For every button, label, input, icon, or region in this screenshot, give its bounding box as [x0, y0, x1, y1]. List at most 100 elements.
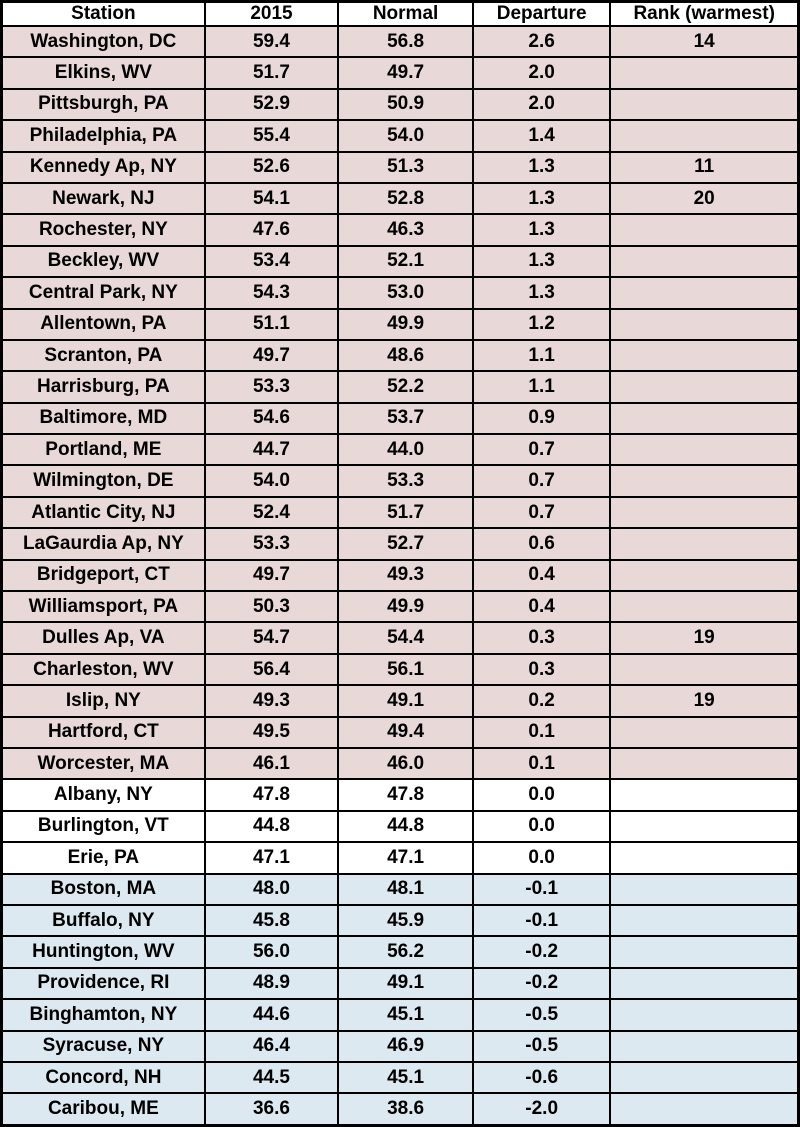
cell-departure: 0.0	[471, 778, 612, 812]
cell-rank	[609, 401, 800, 436]
cell-temp_2015: 48.0	[203, 872, 340, 906]
cell-departure: 1.3	[471, 276, 612, 310]
cell-normal: 53.0	[337, 276, 474, 310]
header-normal: Normal	[337, 0, 474, 27]
cell-rank	[609, 213, 800, 247]
cell-rank	[609, 307, 800, 341]
cell-temp_2015: 49.7	[203, 338, 340, 373]
cell-station: Pittsburgh, PA	[0, 87, 206, 122]
table-row: Central Park, NY 54.3 53.0 1.3	[0, 276, 800, 310]
table-row: Philadelphia, PA 55.4 54.0 1.4	[0, 119, 800, 153]
cell-normal: 49.4	[337, 715, 474, 749]
table-row: Albany, NY 47.8 47.8 0.0	[0, 778, 800, 812]
cell-station: Burlington, VT	[0, 809, 206, 844]
header-rank: Rank (warmest)	[609, 0, 800, 27]
cell-normal: 49.9	[337, 307, 474, 341]
cell-departure: 1.1	[471, 370, 612, 404]
cell-station: Portland, ME	[0, 433, 206, 467]
table-row: Buffalo, NY 45.8 45.9 -0.1	[0, 903, 800, 938]
cell-station: Newark, NJ	[0, 181, 206, 216]
table-row: Worcester, MA 46.1 46.0 0.1	[0, 746, 800, 781]
cell-departure: 1.3	[471, 181, 612, 216]
cell-normal: 48.6	[337, 338, 474, 373]
cell-temp_2015: 44.6	[203, 998, 340, 1032]
cell-rank	[609, 935, 800, 969]
cell-station: Atlantic City, NJ	[0, 495, 206, 530]
table-row: Kennedy Ap, NY 52.6 51.3 1.3 11	[0, 150, 800, 184]
cell-temp_2015: 51.7	[203, 56, 340, 90]
cell-rank: 14	[609, 24, 800, 59]
cell-departure: -0.5	[471, 1029, 612, 1063]
cell-temp_2015: 54.1	[203, 181, 340, 216]
cell-rank	[609, 87, 800, 122]
cell-rank	[609, 119, 800, 153]
table-row: Pittsburgh, PA 52.9 50.9 2.0	[0, 87, 800, 122]
cell-rank	[609, 1092, 800, 1127]
table-row: Huntington, WV 56.0 56.2 -0.2	[0, 935, 800, 969]
cell-rank	[609, 464, 800, 498]
cell-rank	[609, 903, 800, 938]
table-row: Islip, NY 49.3 49.1 0.2 19	[0, 684, 800, 718]
cell-temp_2015: 47.6	[203, 213, 340, 247]
table-row: Elkins, WV 51.7 49.7 2.0	[0, 56, 800, 90]
cell-station: Washington, DC	[0, 24, 206, 59]
cell-station: Allentown, PA	[0, 307, 206, 341]
header-row: Station 2015 Normal Departure Rank (warm…	[0, 0, 800, 27]
table-row: Erie, PA 47.1 47.1 0.0	[0, 841, 800, 875]
cell-normal: 47.8	[337, 778, 474, 812]
cell-departure: 1.3	[471, 213, 612, 247]
cell-departure: 0.3	[471, 621, 612, 655]
table-row: Binghamton, NY 44.6 45.1 -0.5	[0, 998, 800, 1032]
cell-departure: -0.2	[471, 935, 612, 969]
cell-rank	[609, 872, 800, 906]
cell-normal: 44.8	[337, 809, 474, 844]
cell-station: Caribou, ME	[0, 1092, 206, 1127]
table-row: Harrisburg, PA 53.3 52.2 1.1	[0, 370, 800, 404]
cell-departure: 1.1	[471, 338, 612, 373]
cell-normal: 49.1	[337, 966, 474, 1001]
cell-temp_2015: 54.0	[203, 464, 340, 498]
cell-station: Concord, NH	[0, 1060, 206, 1095]
cell-rank	[609, 527, 800, 561]
cell-departure: -0.1	[471, 903, 612, 938]
cell-temp_2015: 56.0	[203, 935, 340, 969]
cell-station: Binghamton, NY	[0, 998, 206, 1032]
cell-normal: 53.3	[337, 464, 474, 498]
cell-station: Huntington, WV	[0, 935, 206, 969]
cell-station: Scranton, PA	[0, 338, 206, 373]
cell-temp_2015: 36.6	[203, 1092, 340, 1127]
cell-normal: 50.9	[337, 87, 474, 122]
cell-normal: 46.3	[337, 213, 474, 247]
cell-station: Kennedy Ap, NY	[0, 150, 206, 184]
cell-rank: 20	[609, 181, 800, 216]
cell-rank	[609, 652, 800, 687]
cell-rank	[609, 558, 800, 593]
cell-rank	[609, 370, 800, 404]
table-row: Syracuse, NY 46.4 46.9 -0.5	[0, 1029, 800, 1063]
cell-departure: 0.3	[471, 652, 612, 687]
cell-departure: -0.2	[471, 966, 612, 1001]
cell-normal: 45.1	[337, 998, 474, 1032]
cell-rank	[609, 809, 800, 844]
cell-temp_2015: 59.4	[203, 24, 340, 59]
cell-temp_2015: 44.7	[203, 433, 340, 467]
table-row: Newark, NJ 54.1 52.8 1.3 20	[0, 181, 800, 216]
table-row: Atlantic City, NJ 52.4 51.7 0.7	[0, 495, 800, 530]
cell-normal: 52.1	[337, 244, 474, 279]
cell-departure: 2.0	[471, 56, 612, 90]
cell-normal: 45.1	[337, 1060, 474, 1095]
cell-rank	[609, 244, 800, 279]
cell-normal: 48.1	[337, 872, 474, 906]
table-row: Allentown, PA 51.1 49.9 1.2	[0, 307, 800, 341]
cell-normal: 51.3	[337, 150, 474, 184]
table-row: Beckley, WV 53.4 52.1 1.3	[0, 244, 800, 279]
cell-temp_2015: 53.3	[203, 527, 340, 561]
cell-station: LaGaurdia Ap, NY	[0, 527, 206, 561]
cell-rank	[609, 715, 800, 749]
table-row: LaGaurdia Ap, NY 53.3 52.7 0.6	[0, 527, 800, 561]
cell-temp_2015: 50.3	[203, 590, 340, 624]
cell-rank	[609, 841, 800, 875]
table-row: Boston, MA 48.0 48.1 -0.1	[0, 872, 800, 906]
cell-temp_2015: 47.8	[203, 778, 340, 812]
cell-station: Williamsport, PA	[0, 590, 206, 624]
